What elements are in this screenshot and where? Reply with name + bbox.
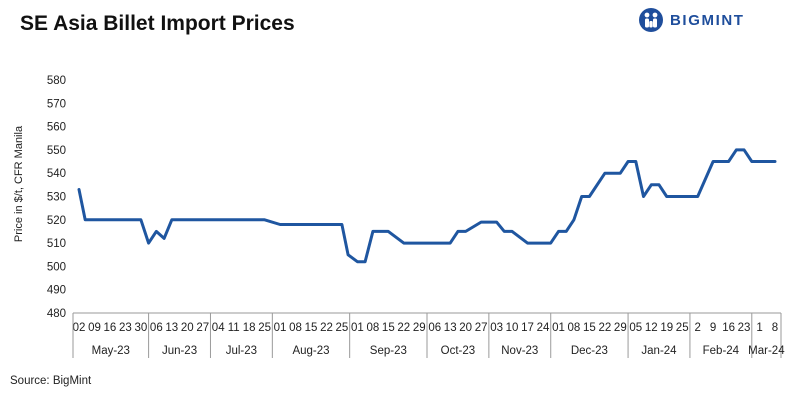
x-tick-label: 15 [305, 322, 318, 334]
x-tick-label: 30 [134, 322, 147, 334]
month-label: Sep-23 [370, 345, 407, 357]
x-tick-label: 23 [738, 322, 751, 334]
month-label: Aug-23 [292, 345, 329, 357]
brand-name: BIGMINT [670, 11, 745, 29]
x-tick-label: 08 [568, 322, 581, 334]
month-label: Jan-24 [641, 345, 677, 357]
x-tick-label: 10 [506, 322, 519, 334]
x-tick-label: 20 [459, 322, 472, 334]
x-tick-label: 12 [645, 322, 658, 334]
x-tick-label: 27 [475, 322, 488, 334]
price-series [77, 148, 777, 264]
x-tick-label: 02 [73, 322, 86, 334]
x-tick-label: 29 [614, 322, 627, 334]
x-tick-label: 9 [710, 322, 716, 334]
x-tick-label: 24 [537, 322, 550, 334]
y-axis-label: Price in $/t, CFR Manila [13, 125, 25, 242]
x-tick-label: 22 [320, 322, 333, 334]
price-line-chart: 480 490 500 510 520 530 540 550 560 570 580 Price … [13, 75, 785, 358]
x-tick-label: 19 [660, 322, 673, 334]
x-tick-label: 17 [521, 322, 534, 334]
y-tick-label: 540 [47, 168, 66, 180]
x-tick-label: 06 [150, 322, 163, 334]
series-line [77, 148, 777, 264]
x-tick-label: 04 [212, 322, 225, 334]
x-tick-label: 23 [119, 322, 132, 334]
x-tick-label: 18 [243, 322, 256, 334]
x-tick-label: 1 [756, 322, 762, 334]
y-tick-label: 520 [47, 215, 66, 227]
month-label: May-23 [92, 345, 130, 357]
y-tick-label: 530 [47, 192, 66, 204]
x-tick-label: 25 [258, 322, 271, 334]
month-label: Dec-23 [571, 345, 608, 357]
x-tick-label: 01 [274, 322, 287, 334]
x-tick-label: 08 [366, 322, 379, 334]
y-tick-label: 490 [47, 285, 66, 297]
month-label: Jun-23 [162, 345, 197, 357]
x-tick-label: 16 [104, 322, 117, 334]
x-tick-label: 20 [181, 322, 194, 334]
x-tick-label: 22 [598, 322, 611, 334]
y-tick-label: 580 [47, 75, 66, 87]
x-tick-label: 11 [228, 322, 240, 334]
x-tick-label: 29 [413, 322, 426, 334]
x-tick-label: 08 [289, 322, 302, 334]
x-tick-label: 15 [382, 322, 395, 334]
chart-title: SE Asia Billet Import Prices [20, 12, 295, 35]
x-tick-label: 03 [490, 322, 503, 334]
month-label: Jul-23 [226, 345, 257, 357]
x-tick-label: 27 [196, 322, 209, 334]
brand-logo: BIGMINT [638, 6, 790, 34]
x-tick-label: 13 [444, 322, 457, 334]
x-tick-label: 16 [722, 322, 735, 334]
y-tick-label: 510 [47, 238, 66, 250]
source-note: Source: BigMint [10, 375, 92, 387]
month-label: Mar-24 [748, 345, 785, 357]
x-tick-label: 15 [583, 322, 596, 334]
y-tick-label: 570 [47, 98, 66, 110]
y-tick-label: 500 [47, 261, 66, 273]
x-tick-label: 25 [676, 322, 689, 334]
x-tick-label: 09 [88, 322, 101, 334]
x-tick-label: 25 [336, 322, 349, 334]
x-tick-label: 05 [629, 322, 642, 334]
x-tick-label: 22 [397, 322, 410, 334]
x-tick-label: 2 [694, 322, 700, 334]
x-axis: 02 09 16 23 30 06 13 20 27 04 11 18 25 01 08 15 22 25 01 08… [72, 312, 785, 358]
x-tick-label: 06 [428, 322, 441, 334]
y-tick-label: 480 [47, 308, 66, 320]
month-label: Nov-23 [501, 345, 538, 357]
x-tick-label: 01 [552, 322, 565, 334]
month-label: Oct-23 [441, 345, 476, 357]
y-tick-label: 550 [47, 145, 66, 157]
month-label: Feb-24 [703, 345, 740, 357]
bigmint-logo-icon [639, 8, 663, 32]
x-tick-label: 01 [351, 322, 364, 334]
x-tick-label: 8 [772, 322, 778, 334]
y-tick-label: 560 [47, 122, 66, 134]
y-axis: 480 490 500 510 520 530 540 550 560 570 580 [47, 75, 66, 320]
x-tick-label: 13 [165, 322, 178, 334]
